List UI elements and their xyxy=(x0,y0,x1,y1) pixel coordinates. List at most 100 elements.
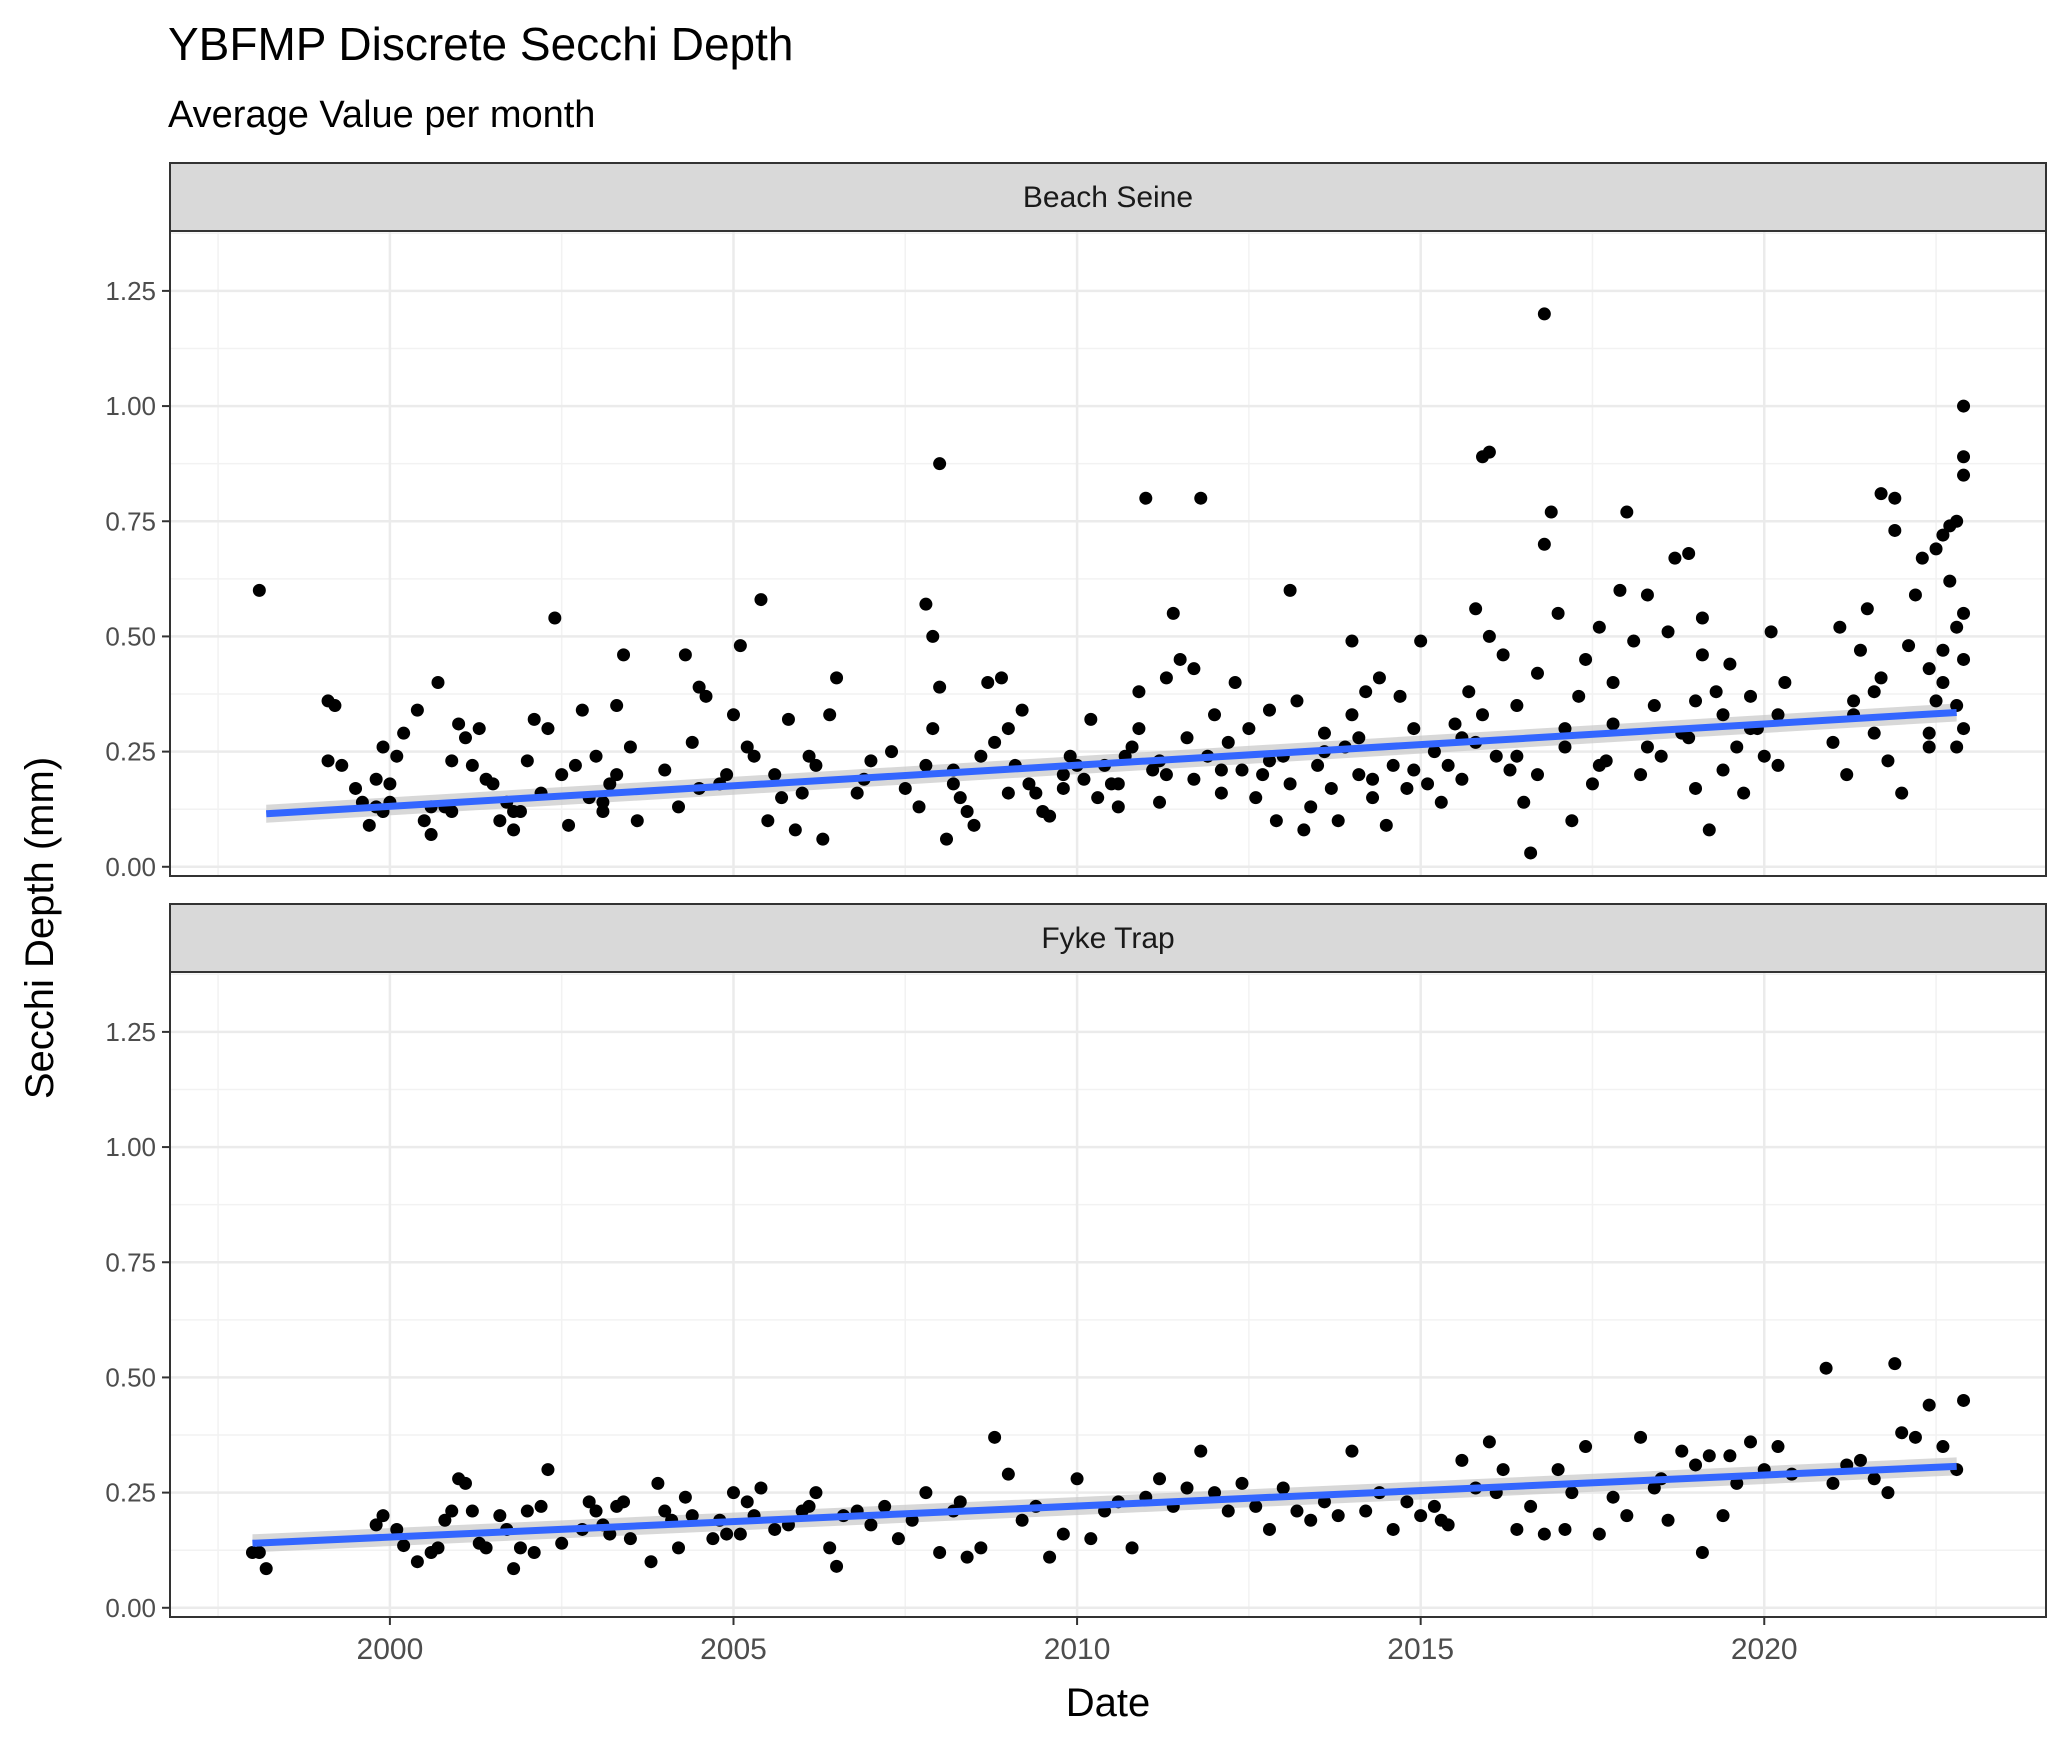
data-point xyxy=(1716,763,1730,777)
data-point xyxy=(445,805,459,818)
data-point xyxy=(1922,1398,1936,1412)
data-point xyxy=(589,1504,603,1518)
data-point xyxy=(1345,708,1359,722)
data-point xyxy=(1606,1490,1620,1504)
data-point xyxy=(465,1504,479,1518)
data-point xyxy=(252,1546,266,1559)
data-point xyxy=(1249,1499,1263,1513)
data-point xyxy=(376,740,390,754)
data-point xyxy=(603,1527,617,1541)
data-point xyxy=(1950,740,1964,754)
data-point xyxy=(795,786,809,800)
data-point xyxy=(1352,731,1366,745)
data-point xyxy=(1496,648,1510,662)
data-point xyxy=(424,828,438,842)
y-tick-label: 0.50 xyxy=(105,1362,156,1392)
data-point xyxy=(1084,712,1098,726)
data-point xyxy=(1146,763,1160,777)
data-point xyxy=(685,1509,699,1523)
data-point xyxy=(720,1527,734,1541)
data-point xyxy=(1695,648,1709,662)
data-point xyxy=(1668,551,1682,565)
data-point xyxy=(1208,1486,1222,1500)
data-point xyxy=(507,1562,521,1576)
data-point xyxy=(328,699,342,713)
data-point xyxy=(493,814,507,828)
data-point xyxy=(1159,671,1173,685)
data-point xyxy=(1331,1509,1345,1523)
data-point xyxy=(1895,786,1909,800)
data-point xyxy=(740,1495,754,1509)
data-point xyxy=(1393,689,1407,703)
data-point xyxy=(369,1518,383,1532)
data-point xyxy=(1262,703,1276,717)
y-tick-label: 0.00 xyxy=(105,852,156,882)
data-point xyxy=(720,768,734,782)
data-point xyxy=(417,814,431,828)
data-point xyxy=(1125,1541,1139,1555)
data-point xyxy=(1510,699,1524,713)
data-point xyxy=(376,1509,390,1523)
data-point xyxy=(617,648,631,662)
data-point xyxy=(919,1486,933,1500)
data-point xyxy=(1262,754,1276,768)
data-point xyxy=(1929,694,1943,708)
panel-beach-seine: 0.00 0.25 0.50 0.75 1.00 1.25 Beach Seine xyxy=(105,162,2047,882)
data-point xyxy=(1592,758,1606,772)
data-point xyxy=(672,800,686,814)
data-point xyxy=(383,777,397,791)
y-tick-label: 1.00 xyxy=(105,1132,156,1162)
data-point xyxy=(816,832,830,846)
data-point xyxy=(1957,399,1971,413)
data-point xyxy=(740,740,754,754)
data-point xyxy=(527,712,541,726)
data-point xyxy=(1689,1458,1703,1472)
data-point xyxy=(1826,1476,1840,1490)
data-point xyxy=(479,1541,493,1555)
data-point xyxy=(1627,634,1641,648)
data-point xyxy=(349,781,363,795)
facet-strip-label: Fyke Trap xyxy=(1041,922,1174,955)
data-point xyxy=(1689,781,1703,795)
data-point xyxy=(1262,1522,1276,1536)
data-point xyxy=(1214,763,1228,777)
data-point xyxy=(1888,491,1902,505)
data-point xyxy=(513,1541,527,1555)
data-point xyxy=(1778,676,1792,689)
data-point xyxy=(940,832,954,846)
data-point xyxy=(1579,652,1593,666)
data-point xyxy=(1379,818,1393,832)
panel-fyke-trap: 0.00 0.25 0.50 0.75 1.00 1.25 Fyke Trap xyxy=(105,903,2047,1623)
data-point xyxy=(630,814,644,828)
data-point xyxy=(431,1541,445,1555)
data-point xyxy=(445,1504,459,1518)
data-point xyxy=(1111,777,1125,791)
chart-title: YBFMP Discrete Secchi Depth xyxy=(168,18,794,70)
data-point xyxy=(1936,528,1950,542)
data-point xyxy=(1530,768,1544,782)
data-point xyxy=(692,680,706,694)
data-point xyxy=(1001,1467,1015,1481)
data-point xyxy=(1166,606,1180,620)
data-point xyxy=(768,1522,782,1536)
data-point xyxy=(1132,722,1146,736)
data-point xyxy=(1015,703,1029,717)
data-point xyxy=(1957,450,1971,464)
data-point xyxy=(699,689,713,703)
data-point xyxy=(1764,625,1778,639)
x-tick-label: 2005 xyxy=(700,1633,767,1666)
data-point xyxy=(1957,468,1971,482)
data-point xyxy=(726,708,740,722)
data-point xyxy=(1957,722,1971,736)
data-point xyxy=(1283,583,1297,597)
y-tick-label: 0.50 xyxy=(105,621,156,651)
data-point xyxy=(1922,740,1936,754)
data-point xyxy=(520,1504,534,1518)
data-point xyxy=(754,593,768,607)
data-point xyxy=(953,791,967,805)
data-point xyxy=(1888,1357,1902,1371)
data-point xyxy=(610,768,624,782)
data-point xyxy=(1867,726,1881,740)
data-point xyxy=(1537,1527,1551,1541)
data-point xyxy=(1867,685,1881,699)
